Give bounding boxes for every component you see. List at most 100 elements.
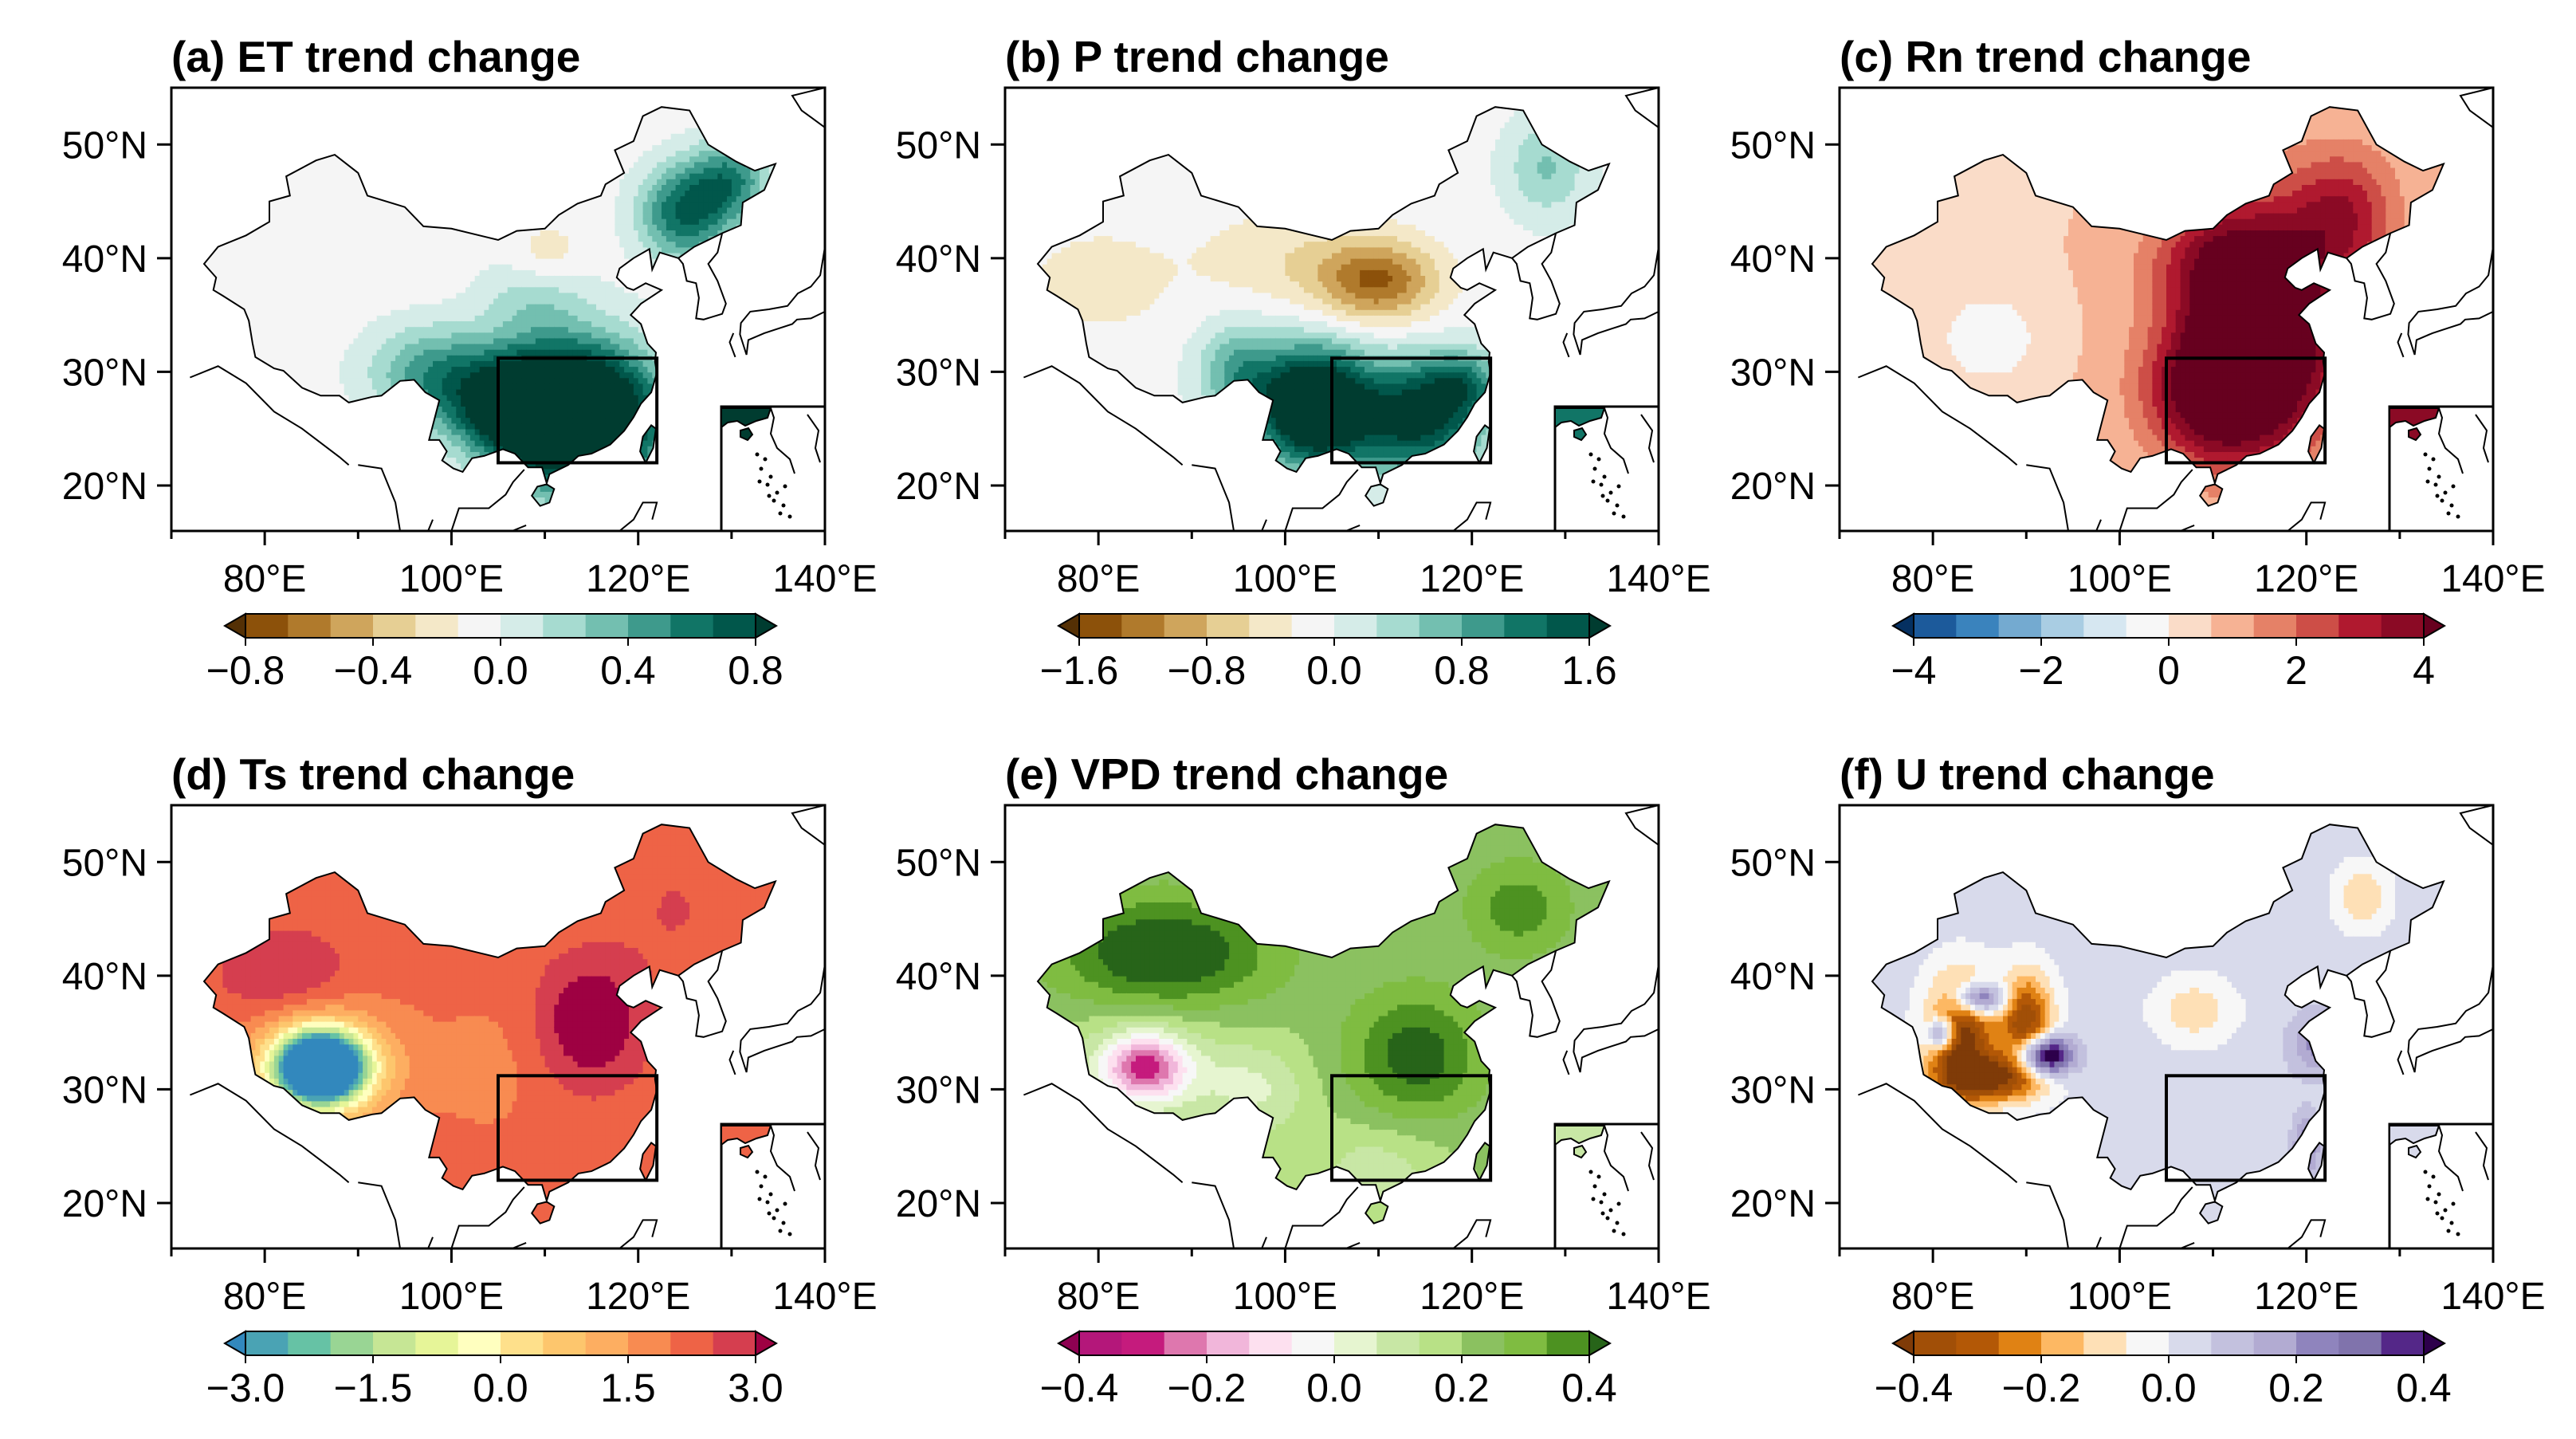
map-panel-vpd: 50°N 40°N 30°N 20°N 80°E 100°E 120°E 140°E (e) V… [896,749,1711,1410]
colorbar-tick-label: 0.0 [473,1366,528,1410]
colorbar-extend-low [1056,612,1080,639]
china-border [1871,106,2445,486]
colorbar-segment [1121,1331,1165,1355]
shaded-field [1038,824,1609,1224]
coastline [1511,950,1561,1038]
coastline [1023,1083,1184,1184]
coastline [791,804,826,846]
lon-tick-label: 100°E [1233,1276,1337,1318]
china-border [1036,824,1611,1204]
map-frame [1838,86,2495,533]
lat-tick-label: 40°N [1730,238,1816,281]
map-panel-ts: 50°N 40°N 30°N 20°N 80°E 100°E 120°E 140°E (d) T… [62,749,878,1410]
coastline [2397,1050,2405,1075]
shaded-field [204,824,776,1224]
colorbar-segment [1079,1331,1122,1355]
colorbar-tick-label: 0.4 [600,648,656,693]
colorbar-tick-label: −3.0 [206,1366,285,1410]
lat-tick-label: 50°N [62,842,147,884]
colorbar-segment [415,614,459,638]
region-box [497,1074,659,1182]
coastline [2119,469,2193,532]
coastline [2407,964,2494,1073]
colorbar-segment [2296,614,2339,638]
coastline [791,87,826,128]
colorbar: −0.4 −0.2 0.0 0.2 0.4 [1875,1330,2452,1410]
colorbar-tick-label: −0.8 [1168,648,1247,693]
lon-tick-label: 120°E [1420,558,1524,600]
colorbar-segment [288,1331,332,1355]
hainan-outline [530,483,556,507]
colorbar-segment [2338,614,2382,638]
colorbar-tick-label: 2 [2285,648,2307,693]
colorbar-segment [670,1331,714,1355]
colorbar-segment [2041,1331,2084,1355]
colorbar-segment [1291,614,1335,638]
coastline [618,501,658,532]
lon-tick-label: 140°E [2441,1276,2545,1318]
map-frame [1003,86,1660,533]
china-border [202,106,777,486]
map-frame [170,804,827,1250]
lon-tick-label: 100°E [399,558,504,600]
colorbar-segment [1914,1331,1957,1355]
coastline [450,469,525,532]
colorbar-segment [1121,614,1165,638]
lon-tick-label: 80°E [223,558,307,600]
colorbar-segment [1164,614,1208,638]
panel-title: (a) ET trend change [171,32,580,81]
colorbar-segment [1249,614,1293,638]
coastline [1624,804,1659,846]
coastline [618,1219,658,1249]
lon-tick-label: 140°E [2441,558,2545,600]
colorbar-segment [1504,614,1548,638]
lon-tick-label: 100°E [2067,558,2172,600]
lon-tick-label: 140°E [1606,1276,1710,1318]
lat-tick-label: 30°N [1730,352,1816,394]
colorbar-segment [1546,1331,1590,1355]
lon-tick-label: 80°E [223,1276,307,1318]
region-box [2165,1074,2327,1182]
colorbar-segment [2126,614,2170,638]
colorbar-segment [501,614,544,638]
hainan-outline [1364,483,1389,507]
lat-tick-label: 20°N [1730,466,1816,508]
colorbar-segment [1419,1331,1463,1355]
colorbar-extend-low [222,1330,246,1357]
colorbar-segment [1462,614,1505,638]
panel-title: (b) P trend change [1005,32,1389,81]
coastline [1511,233,1561,320]
lat-tick-label: 50°N [1730,842,1816,884]
lon-tick-label: 120°E [1420,1276,1524,1318]
coastline [2095,1237,2102,1249]
south-china-sea-inset [2388,1122,2495,1250]
coastline [1192,1181,1235,1249]
lat-tick-label: 20°N [62,466,147,508]
colorbar-segment [2211,1331,2255,1355]
colorbar-extend-high [2423,1330,2447,1357]
coastline [2459,87,2494,128]
lat-tick-label: 40°N [896,238,981,281]
colorbar-tick-label: −0.4 [1040,1366,1119,1410]
coastline [739,246,826,356]
colorbar-extend-low [1891,1330,1914,1357]
colorbar-tick-label: 1.6 [1561,648,1617,693]
lon-tick-label: 120°E [2254,558,2358,600]
lat-tick-label: 20°N [62,1183,147,1225]
coastline [1573,246,1659,356]
colorbar-segment [245,614,289,638]
colorbar-tick-label: 0.8 [728,648,783,693]
coastline [2459,804,2494,846]
lat-tick-label: 40°N [62,238,147,281]
colorbar-extend-high [1588,612,1612,639]
coastline [427,519,434,532]
colorbar-segment [1207,614,1250,638]
colorbar-extend-high [755,1330,779,1357]
colorbar-segment [415,1331,459,1355]
hainan-outline [1364,1201,1389,1225]
colorbar-tick-label: 0.0 [473,648,528,693]
colorbar-segment [1462,1331,1505,1355]
hainan-outline [2198,483,2224,507]
map-frame [1003,804,1660,1250]
